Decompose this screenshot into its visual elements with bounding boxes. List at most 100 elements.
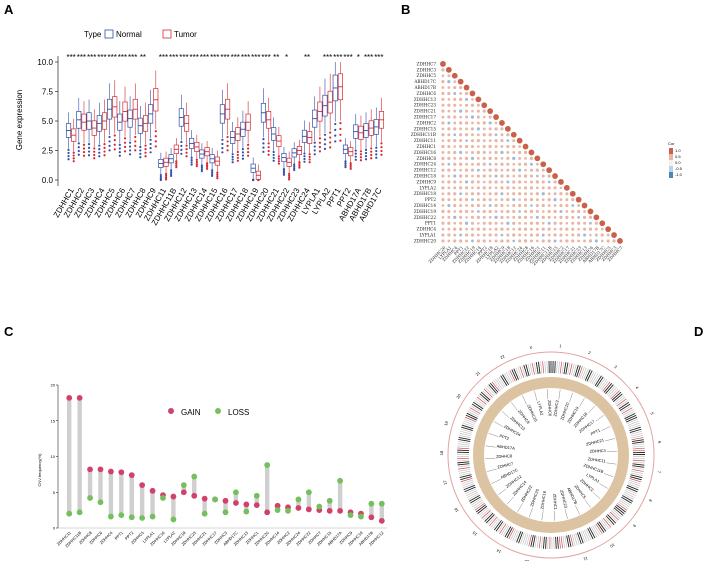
significance-mark: *** [364,53,373,62]
heatmap-cell [488,192,492,196]
heatmap-cell [476,150,480,155]
heatmap-cell [571,198,575,202]
outlier-point [67,155,70,158]
heatmap-cell [476,198,480,202]
ideogram-band [514,530,520,542]
cnv-loss-dot [107,513,114,520]
heatmap-cell [470,127,475,131]
heatmap-cell [459,227,463,231]
outlier-point [93,153,96,157]
ideogram-band [470,405,482,413]
heatmap-cell [506,174,510,178]
ideogram-band [575,533,580,545]
outlier-point [298,166,301,169]
heatmap-cell [441,162,445,166]
ideogram-band [502,374,510,386]
ideogram-band [629,478,642,483]
outlier-point [98,151,101,154]
heatmap-cell [547,215,551,219]
ideogram-band [560,536,563,549]
outlier-point [236,156,239,159]
panel-label-b: B [401,2,410,17]
cnv-gain-dot [222,497,229,504]
cnv-bar [139,485,145,518]
heatmap-cell [465,97,469,101]
chromosome-label: 20 [455,392,462,399]
outlier-point [118,143,121,146]
outlier-point [67,158,70,161]
outlier-point [195,160,198,164]
heatmap-cell [465,239,469,243]
heatmap-cell [441,168,445,172]
heatmap-cell [447,139,451,143]
ideogram-band [615,396,626,405]
cnv-loss-dot [274,507,281,514]
heatmap-cell [506,192,510,196]
heatmap-cell [529,221,534,225]
heatmap-cell [523,239,528,243]
heatmap-cell [476,168,480,172]
outlier-point [221,151,224,154]
ideogram-band [457,443,470,446]
heatmap-cell [464,221,469,225]
heatmap-cell [512,209,516,214]
outlier-point [298,164,301,167]
outlier-point [375,149,378,153]
ideogram-band [625,488,637,495]
ideogram-band [632,443,645,446]
ideogram-band [482,390,492,399]
heatmap-cell [488,204,492,207]
ideogram-band [595,523,603,534]
heatmap-cell [465,174,469,178]
heatmap-cell [476,210,480,213]
cnv-gain-dot [66,394,73,401]
heatmap-cell [459,139,463,143]
heatmap-cell [453,145,457,148]
significance-mark: *** [231,53,240,62]
heatmap-cell [453,115,457,119]
heatmap-cell [488,233,492,237]
cnv-y-tick-label: 10 [51,454,56,459]
ideogram-band [515,367,521,380]
heatmap-cell [523,150,528,155]
heatmap-cell [553,204,557,207]
heatmap-cell [571,227,575,231]
ideogram-band [512,529,518,541]
significance-mark: * [357,53,360,62]
outlier-point [364,148,368,151]
heatmap-cell [523,198,528,202]
ideogram-band [596,376,604,388]
significance-mark: *** [128,53,137,62]
heatmap-cell [482,221,486,225]
outlier-point [288,178,291,181]
heatmap-cell [504,125,511,132]
ideogram-band [500,375,508,387]
heatmap-cell [441,186,445,190]
outlier-point [87,150,91,153]
legend-gain-dot [168,408,174,414]
heatmap-cell [535,192,539,196]
heatmap-cell [500,180,504,184]
heatmap-cell [575,196,582,203]
cor-legend-swatch [669,166,673,172]
heatmap-cell [547,209,551,214]
ideogram-band [585,529,592,541]
heatmap-cell [447,80,451,84]
heatmap-cell [524,168,527,172]
heatmap-row-label: ZDHHC20 [414,238,436,243]
ideogram-band [462,483,475,489]
heatmap-cell [500,233,504,237]
heatmap-cell [470,221,475,225]
ideogram-band [464,486,476,493]
heatmap-cell [518,227,522,231]
ideogram-band [524,533,529,546]
heatmap-cell [482,204,486,207]
heatmap-cell [500,157,504,160]
outlier-point [205,165,209,169]
heatmap-cell [512,174,516,178]
heatmap-cell [512,168,516,172]
cnv-loss-dot [337,477,344,484]
ideogram-band [574,364,579,377]
gene-label: ZDHHC3 [552,399,559,417]
